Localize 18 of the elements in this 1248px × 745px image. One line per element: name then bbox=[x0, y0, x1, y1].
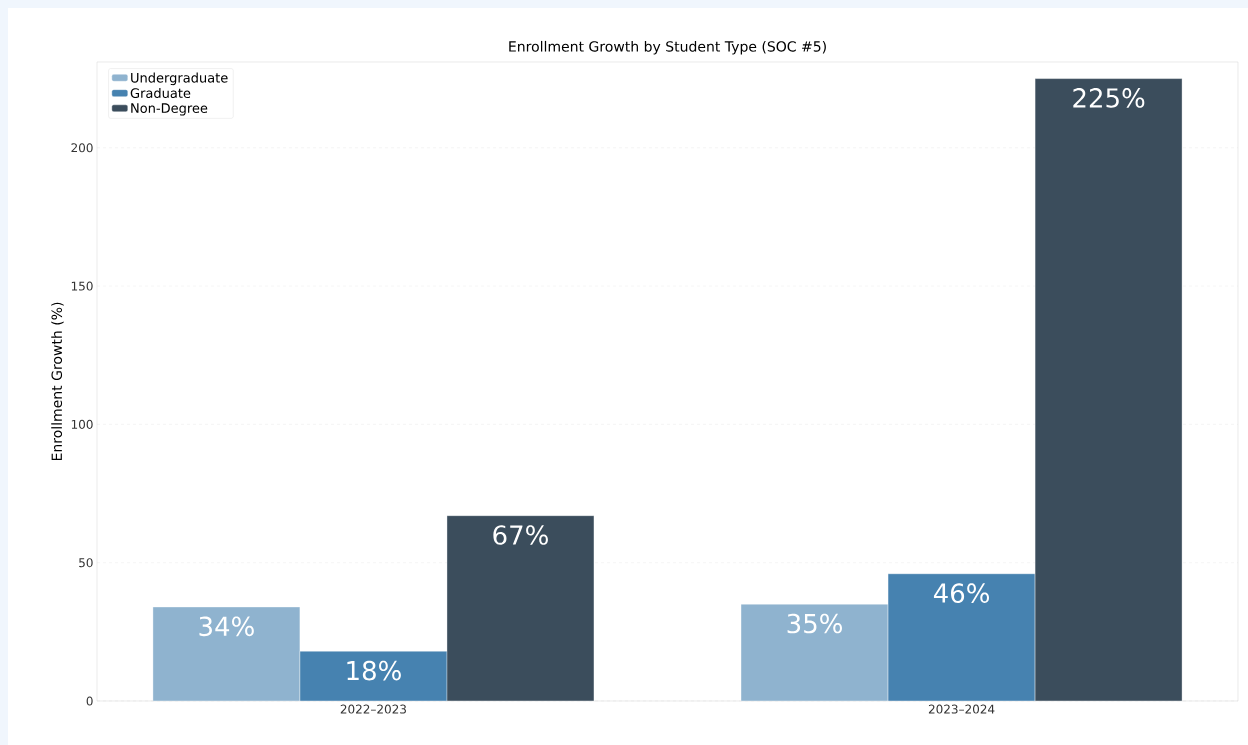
legend-label: Non-Degree bbox=[131, 103, 208, 116]
data-label: 67% bbox=[493, 525, 548, 545]
legend-label: Graduate bbox=[130, 87, 191, 99]
y-tick-label: 150 bbox=[71, 281, 93, 291]
x-tick-label: 2023–2024 bbox=[928, 704, 995, 714]
y-tick-label: 50 bbox=[79, 558, 93, 568]
data-label: 34% bbox=[199, 616, 254, 637]
legend-label: Undergraduate bbox=[131, 72, 228, 86]
y-tick-label: 100 bbox=[71, 419, 93, 429]
data-label: 35% bbox=[787, 613, 842, 634]
data-label: 18% bbox=[347, 660, 401, 681]
chart-title: Enrollment Growth by Student Type (SOC #5) bbox=[509, 40, 826, 55]
y-tick-label: 200 bbox=[71, 143, 93, 153]
y-tick-label: 0 bbox=[86, 696, 93, 706]
data-label: 225% bbox=[1073, 88, 1145, 108]
y-axis-title: Enrollment Growth (%) bbox=[51, 302, 64, 461]
data-label: 46% bbox=[933, 583, 990, 603]
x-tick-label: 2022–2023 bbox=[340, 704, 406, 714]
